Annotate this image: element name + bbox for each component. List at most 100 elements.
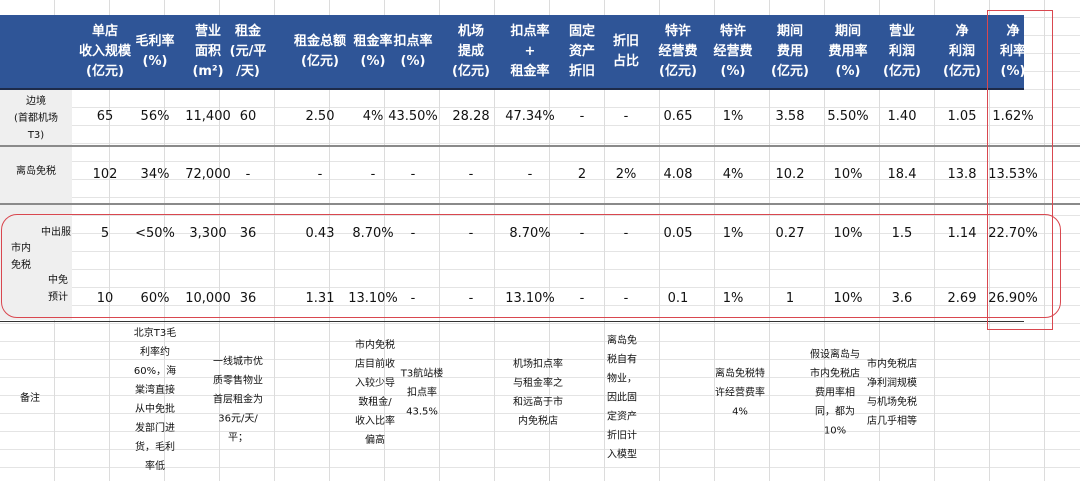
- table-cell[interactable]: 10: [96, 290, 114, 306]
- table-cell[interactable]: -: [623, 290, 629, 306]
- table-cell[interactable]: 18.4: [887, 166, 917, 182]
- table-cell[interactable]: 1.40: [887, 109, 917, 124]
- table-cell[interactable]: -: [527, 166, 533, 182]
- table-cell[interactable]: 26.90%: [988, 290, 1038, 306]
- table-cell[interactable]: 60: [239, 109, 257, 124]
- table-cell[interactable]: <50%: [135, 226, 175, 241]
- table-cell[interactable]: 1%: [722, 290, 744, 306]
- column-header: 毛利率 (%): [135, 33, 175, 69]
- table-cell[interactable]: 36: [239, 226, 257, 241]
- column-header: 营业 面积 (m²): [192, 23, 224, 79]
- table-cell[interactable]: 2: [577, 166, 587, 182]
- table-cell[interactable]: 5: [100, 226, 110, 241]
- header-band: [0, 15, 1024, 90]
- table-cell[interactable]: 13.8: [947, 166, 977, 182]
- table-cell[interactable]: 2%: [615, 166, 637, 182]
- table-cell[interactable]: 1.14: [947, 226, 977, 241]
- row-label: 离岛免税: [16, 166, 56, 177]
- table-cell[interactable]: 13.53%: [988, 166, 1038, 182]
- column-header: 租金率 (%): [353, 33, 393, 69]
- table-cell[interactable]: 4%: [722, 166, 744, 182]
- table-cell[interactable]: -: [370, 166, 376, 182]
- column-header: 净 利率 (%): [999, 23, 1026, 79]
- column-header: 机场 提成 (亿元): [452, 23, 490, 79]
- table-cell[interactable]: 47.34%: [505, 109, 555, 124]
- table-cell[interactable]: 56%: [140, 109, 170, 124]
- table-cell[interactable]: 3.58: [775, 109, 805, 124]
- column-header: 固定 资产 折旧: [568, 23, 595, 79]
- table-cell[interactable]: -: [410, 290, 416, 306]
- table-cell[interactable]: 5.50%: [827, 109, 869, 124]
- table-cell[interactable]: 10%: [833, 226, 863, 241]
- table-cell[interactable]: 60%: [140, 290, 170, 306]
- column-header: 净 利润 (亿元): [943, 23, 981, 79]
- table-cell[interactable]: 1%: [722, 226, 744, 241]
- table-cell[interactable]: -: [245, 166, 251, 182]
- note-cell: 机场扣点率 与租金率之 和远高于市 内免税店: [513, 359, 563, 427]
- highlight-city-dutyfree-rows: [1, 214, 1061, 318]
- table-cell[interactable]: 0.65: [663, 109, 693, 124]
- row-divider: [0, 321, 1024, 322]
- note-cell: 离岛免 税自有 物业， 因此固 定资产 折旧计 入模型: [607, 335, 637, 461]
- column-header: 期间 费用率 (%): [828, 23, 868, 79]
- table-cell[interactable]: -: [468, 166, 474, 182]
- table-cell[interactable]: 10%: [833, 166, 863, 182]
- row-divider: [0, 203, 1080, 205]
- table-cell[interactable]: 1.62%: [992, 109, 1034, 124]
- table-cell[interactable]: 8.70%: [352, 226, 394, 241]
- notes-label: 备注: [20, 393, 40, 404]
- table-cell[interactable]: 28.28: [452, 109, 490, 124]
- table-cell[interactable]: -: [623, 109, 629, 124]
- table-cell[interactable]: 1.05: [947, 109, 977, 124]
- table-cell[interactable]: -: [623, 226, 629, 241]
- table-cell[interactable]: -: [468, 226, 474, 241]
- row-label: 边境 (首都机场 T3): [14, 96, 58, 141]
- table-cell[interactable]: 0.1: [667, 290, 689, 306]
- table-cell[interactable]: 10.2: [775, 166, 805, 182]
- table-cell[interactable]: 102: [92, 166, 118, 182]
- table-cell[interactable]: 1: [785, 290, 795, 306]
- table-cell[interactable]: -: [579, 109, 585, 124]
- note-cell: 一线城市优 质零售物业 首层租金为 36元/天/ 平；: [213, 356, 263, 444]
- table-cell[interactable]: 1.31: [305, 290, 335, 306]
- table-cell[interactable]: -: [579, 226, 585, 241]
- table-cell[interactable]: 34%: [140, 166, 170, 182]
- table-cell[interactable]: 2.50: [305, 109, 335, 124]
- table-cell[interactable]: 72,000: [185, 166, 231, 182]
- table-cell[interactable]: 11,400: [185, 109, 231, 124]
- table-cell[interactable]: 4%: [362, 109, 384, 124]
- table-cell[interactable]: 0.05: [663, 226, 693, 241]
- table-cell[interactable]: -: [468, 290, 474, 306]
- table-cell[interactable]: 36: [239, 290, 257, 306]
- table-cell[interactable]: -: [410, 226, 416, 241]
- row-label: 中出服: [41, 227, 71, 238]
- note-cell: T3航站楼 扣点率 43.5%: [400, 368, 444, 418]
- column-header: 营业 利润 (亿元): [883, 23, 921, 79]
- table-cell[interactable]: 43.50%: [388, 109, 438, 124]
- table-cell[interactable]: 1%: [722, 109, 744, 124]
- table-cell[interactable]: 0.27: [775, 226, 805, 241]
- note-cell: 离岛免税特 许经营费率 4%: [715, 368, 765, 418]
- table-cell[interactable]: 65: [96, 109, 114, 124]
- row-label: 中免 预计: [48, 275, 68, 303]
- table-cell[interactable]: -: [317, 166, 323, 182]
- table-cell[interactable]: 22.70%: [988, 226, 1038, 241]
- highlight-net-margin-column: [987, 10, 1053, 330]
- table-cell[interactable]: 13.10%: [348, 290, 398, 306]
- table-cell[interactable]: 10%: [833, 290, 863, 306]
- table-cell[interactable]: 4.08: [663, 166, 693, 182]
- table-cell[interactable]: 3,300: [189, 226, 227, 241]
- table-cell[interactable]: 3.6: [891, 290, 913, 306]
- table-cell[interactable]: 8.70%: [509, 226, 551, 241]
- column-header: 折旧 占比: [612, 33, 639, 69]
- note-cell: 市内免税 店目前收 入较少导 致租金/ 收入比率 偏高: [355, 340, 395, 446]
- table-cell[interactable]: -: [410, 166, 416, 182]
- table-cell[interactable]: 0.43: [305, 226, 335, 241]
- table-cell[interactable]: 2.69: [947, 290, 977, 306]
- table-cell[interactable]: 13.10%: [505, 290, 555, 306]
- table-cell[interactable]: 10,000: [185, 290, 231, 306]
- table-cell[interactable]: 1.5: [891, 226, 913, 241]
- column-header: 租金 (元/平 /天): [229, 23, 267, 79]
- table-cell[interactable]: -: [579, 290, 585, 306]
- column-header: 期间 费用 (亿元): [771, 23, 809, 79]
